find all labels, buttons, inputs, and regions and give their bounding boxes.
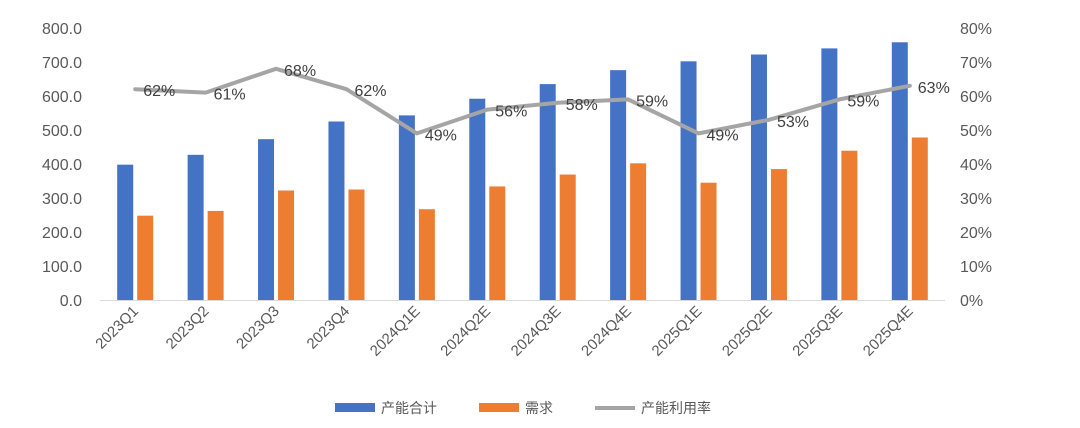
y-right-tick-label: 0% bbox=[960, 293, 983, 310]
x-tick-label: 2024Q4E bbox=[578, 303, 635, 360]
capacity-bar bbox=[539, 84, 556, 300]
demand-bar bbox=[911, 137, 928, 300]
y-left-tick-label: 300.0 bbox=[42, 191, 82, 208]
y-left-tick-label: 400.0 bbox=[42, 157, 82, 174]
y-right-tick-label: 70% bbox=[960, 55, 992, 72]
capacity-bar bbox=[187, 154, 204, 300]
bars bbox=[117, 42, 928, 301]
demand-bar bbox=[770, 169, 787, 300]
legend: 产能合计 需求 产能利用率 bbox=[335, 400, 711, 416]
x-tick-label: 2023Q4 bbox=[304, 303, 354, 353]
capacity-bar bbox=[398, 115, 415, 300]
capacity-bar bbox=[680, 61, 697, 300]
demand-bar bbox=[630, 163, 647, 300]
capacity-bar bbox=[469, 98, 486, 300]
legend-label: 需求 bbox=[525, 400, 553, 416]
x-axis: 2023Q1 2023Q2 2023Q3 2023Q4 2024Q1E 2024Q2E 20… bbox=[92, 303, 916, 360]
x-tick-label: 2023Q2 bbox=[163, 303, 213, 353]
y-right-tick-label: 80% bbox=[960, 21, 992, 38]
legend-swatch bbox=[479, 403, 519, 412]
capacity-bar bbox=[117, 164, 134, 300]
y-axis-left: 0.0 100.0 200.0 300.0 400.0 500.0 600.0 700.0 80… bbox=[42, 21, 82, 310]
x-tick-label: 2024Q2E bbox=[437, 303, 494, 360]
utilization-label: 49% bbox=[707, 127, 739, 144]
utilization-label: 63% bbox=[918, 80, 950, 97]
demand-bar bbox=[137, 215, 154, 300]
utilization-label: 62% bbox=[354, 83, 386, 100]
y-right-tick-label: 20% bbox=[960, 225, 992, 242]
demand-bar bbox=[207, 210, 224, 300]
y-left-tick-label: 700.0 bbox=[42, 55, 82, 72]
utilization-polyline bbox=[133, 66, 912, 136]
x-tick-label: 2024Q1E bbox=[367, 303, 424, 360]
utilization-label: 58% bbox=[566, 97, 598, 114]
x-tick-label: 2023Q1 bbox=[92, 303, 142, 353]
capacity-bar bbox=[610, 70, 627, 300]
demand-bar bbox=[348, 189, 365, 300]
y-left-tick-label: 0.0 bbox=[60, 293, 82, 310]
x-tick-label: 2025Q4E bbox=[860, 303, 917, 360]
x-tick-label: 2025Q1E bbox=[649, 303, 706, 360]
capacity-bar bbox=[328, 121, 345, 300]
capacity-bar bbox=[821, 48, 838, 301]
demand-bar bbox=[841, 150, 858, 300]
y-left-tick-label: 100.0 bbox=[42, 259, 82, 276]
demand-bar bbox=[418, 209, 435, 300]
legend-label: 产能利用率 bbox=[641, 400, 711, 416]
x-tick-label: 2023Q3 bbox=[233, 303, 283, 353]
legend-swatch bbox=[335, 403, 375, 412]
demand-bar bbox=[278, 190, 295, 300]
utilization-label: 62% bbox=[143, 83, 175, 100]
y-axis-right: 0% 10% 20% 30% 40% 50% 60% 70% 80% bbox=[960, 21, 992, 310]
capacity-bar bbox=[750, 54, 767, 300]
utilization-label: 68% bbox=[284, 63, 316, 80]
capacity-bar bbox=[258, 139, 275, 300]
utilization-label: 56% bbox=[495, 104, 527, 121]
y-right-tick-label: 50% bbox=[960, 123, 992, 140]
legend-label: 产能合计 bbox=[381, 400, 437, 416]
y-right-tick-label: 30% bbox=[960, 191, 992, 208]
y-left-tick-label: 500.0 bbox=[42, 123, 82, 140]
x-tick-label: 2025Q3E bbox=[789, 303, 846, 360]
y-left-tick-label: 600.0 bbox=[42, 89, 82, 106]
y-right-tick-label: 60% bbox=[960, 89, 992, 106]
utilization-label: 49% bbox=[425, 127, 457, 144]
capacity-bar bbox=[891, 42, 908, 300]
y-right-tick-label: 10% bbox=[960, 259, 992, 276]
y-left-tick-label: 800.0 bbox=[42, 21, 82, 38]
utilization-label: 53% bbox=[777, 114, 809, 131]
utilization-labels: 62% 61% 68% 62% 49% 56% 58% 59% 49% 53% 59% 63% bbox=[143, 63, 950, 145]
utilization-line bbox=[133, 66, 912, 136]
y-left-tick-label: 200.0 bbox=[42, 225, 82, 242]
utilization-label: 59% bbox=[847, 93, 879, 110]
utilization-label: 59% bbox=[636, 93, 668, 110]
x-tick-label: 2024Q3E bbox=[508, 303, 565, 360]
demand-bar bbox=[700, 182, 717, 300]
demand-bar bbox=[559, 174, 576, 300]
demand-bar bbox=[489, 186, 506, 300]
utilization-label: 61% bbox=[214, 87, 246, 104]
x-tick-label: 2025Q2E bbox=[719, 303, 776, 360]
y-right-tick-label: 40% bbox=[960, 157, 992, 174]
